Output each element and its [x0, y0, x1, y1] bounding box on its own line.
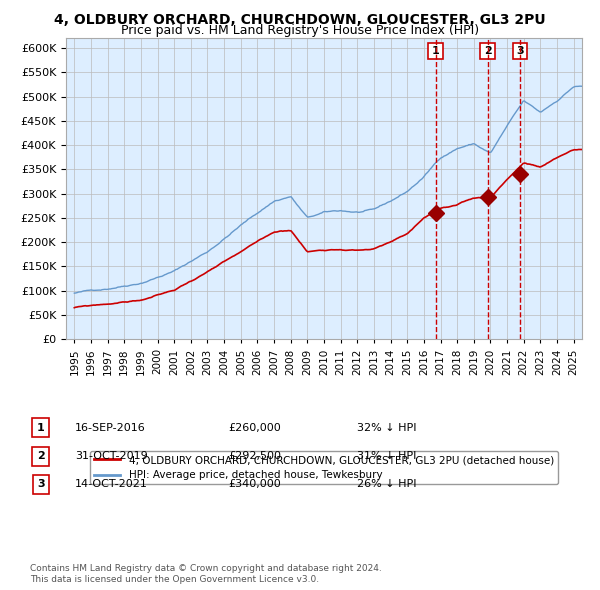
Text: This data is licensed under the Open Government Licence v3.0.: This data is licensed under the Open Gov… — [30, 575, 319, 584]
Text: 2: 2 — [37, 451, 44, 461]
Text: 14-OCT-2021: 14-OCT-2021 — [75, 480, 148, 489]
Text: Price paid vs. HM Land Registry's House Price Index (HPI): Price paid vs. HM Land Registry's House … — [121, 24, 479, 37]
Text: £260,000: £260,000 — [228, 423, 281, 432]
Text: 4, OLDBURY ORCHARD, CHURCHDOWN, GLOUCESTER, GL3 2PU: 4, OLDBURY ORCHARD, CHURCHDOWN, GLOUCEST… — [54, 13, 546, 27]
Text: 31% ↓ HPI: 31% ↓ HPI — [357, 451, 416, 461]
Text: 1: 1 — [432, 46, 440, 56]
Text: 32% ↓ HPI: 32% ↓ HPI — [357, 423, 416, 432]
Text: £340,000: £340,000 — [228, 480, 281, 489]
Text: 3: 3 — [517, 46, 524, 56]
Text: 3: 3 — [37, 480, 44, 489]
Text: 1: 1 — [37, 423, 44, 432]
Text: Contains HM Land Registry data © Crown copyright and database right 2024.: Contains HM Land Registry data © Crown c… — [30, 565, 382, 573]
Text: 2: 2 — [484, 46, 491, 56]
Text: £292,500: £292,500 — [228, 451, 281, 461]
Text: 16-SEP-2016: 16-SEP-2016 — [75, 423, 146, 432]
Text: 26% ↓ HPI: 26% ↓ HPI — [357, 480, 416, 489]
Legend: 4, OLDBURY ORCHARD, CHURCHDOWN, GLOUCESTER, GL3 2PU (detached house), HPI: Avera: 4, OLDBURY ORCHARD, CHURCHDOWN, GLOUCEST… — [90, 451, 558, 484]
Text: 31-OCT-2019: 31-OCT-2019 — [75, 451, 148, 461]
